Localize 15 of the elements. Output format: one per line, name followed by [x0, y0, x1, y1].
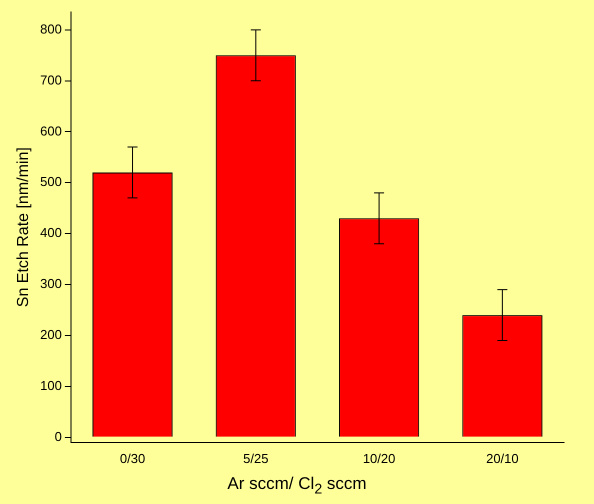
x-axis-title: Ar sccm/ Cl$_{2}$ sccm	[226, 474, 368, 498]
y-axis-title: Sn Etch Rate [nm/min]	[15, 147, 32, 308]
y-tick-label: 0	[54, 428, 62, 444]
y-tick-label: 600	[40, 123, 62, 138]
x-tick-label: 5/25	[243, 450, 268, 466]
y-tick-label: 700	[40, 72, 62, 88]
y-tick-label: 800	[40, 21, 62, 36]
x-tick-label: 0/30	[120, 450, 146, 466]
x-tick-label: 20/10	[486, 450, 519, 466]
x-tick-label: 10/20	[362, 450, 396, 466]
y-tick-label: 300	[40, 276, 62, 292]
y-tick-label: 200	[40, 327, 62, 342]
y-tick-label: 100	[40, 378, 62, 393]
y-tick-label: 400	[40, 225, 62, 240]
y-tick-label: 500	[40, 174, 62, 190]
